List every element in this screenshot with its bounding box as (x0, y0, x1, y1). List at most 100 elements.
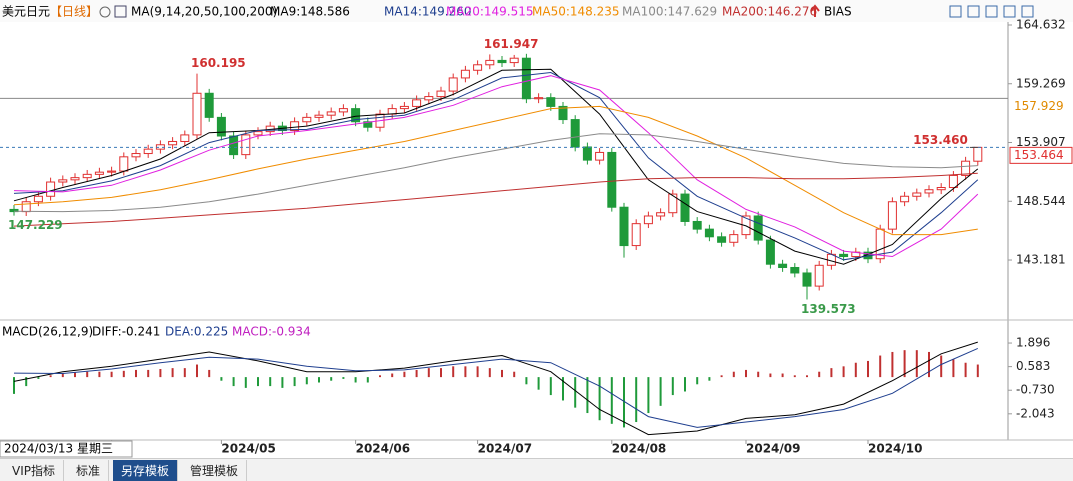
candle-body (912, 192, 922, 197)
candle-body (94, 171, 104, 175)
candle-body (790, 266, 800, 274)
candle-body (107, 170, 117, 173)
y-tick-label: 159.269 (1016, 76, 1066, 90)
x-tick-label: 2024/10 (868, 442, 922, 456)
candle-body (216, 116, 226, 137)
last-price-box (1009, 146, 1073, 164)
ma-line (13, 172, 978, 227)
candle-body (668, 193, 678, 214)
y-tick-label: -2.043 (1016, 406, 1055, 420)
candle-body (948, 174, 958, 189)
annotation: 139.573 (801, 302, 856, 316)
legend-entry: MA9:148.586 (270, 5, 350, 19)
tab[interactable]: VIP指标 (4, 459, 64, 481)
candle-body (82, 173, 92, 179)
bias-icon[interactable] (810, 4, 820, 17)
candle-body (143, 148, 153, 155)
candle-body (229, 135, 239, 156)
candle-body (887, 201, 897, 230)
candle-body (607, 151, 617, 208)
candle-body (558, 105, 568, 121)
y-tick-label: 0.583 (1016, 359, 1050, 373)
candle-body (326, 111, 336, 116)
tab[interactable]: 另存模板 (113, 459, 179, 481)
candle-body (680, 193, 690, 222)
candle-body (70, 177, 80, 181)
candle-body (58, 179, 68, 183)
candle-body (509, 57, 519, 64)
tab[interactable]: 管理模板 (182, 459, 248, 481)
candle-body (46, 181, 56, 197)
crosshair-date: 2024/03/13 星期三 (4, 442, 113, 456)
candle-body (399, 105, 409, 110)
candle-body (302, 116, 312, 123)
candle-body (168, 140, 178, 146)
x-tick-label: 2024/08 (612, 442, 666, 456)
candle-body (497, 59, 507, 64)
legend-entry: MACD:-0.934 (232, 325, 311, 339)
tab[interactable]: 标准 (68, 459, 110, 481)
candle-body (643, 215, 653, 225)
period[interactable]: 【日线】 (50, 5, 98, 19)
legend-entry: DIFF:-0.241 (92, 325, 160, 339)
indicator-name: MA(9,14,20,50,100,200) (131, 5, 277, 19)
y-tick-label: 143.181 (1016, 253, 1066, 267)
ma-line (13, 341, 978, 436)
candle-body (961, 160, 971, 176)
annotation: 147.229 (8, 218, 63, 232)
candle-body (765, 239, 775, 265)
symbol: 美元日元 (2, 5, 50, 19)
candle-body (241, 134, 251, 156)
y-tick-label: 164.632 (1016, 17, 1066, 31)
candle-body (253, 131, 263, 136)
candle-body (131, 153, 141, 158)
zoom-icon[interactable] (99, 6, 111, 18)
legend-entry: MA50:148.235 (532, 5, 620, 19)
annotation: 153.460 (913, 133, 968, 147)
candle-body (436, 90, 446, 98)
legend-entry: MA200:146.276 (722, 5, 817, 19)
candle-body (204, 92, 214, 118)
candle-body (704, 228, 714, 238)
candle-body (595, 151, 605, 161)
candle-body (619, 206, 629, 247)
candle-body (717, 236, 727, 243)
candle-body (192, 92, 202, 136)
bias-label[interactable]: BIAS (824, 5, 852, 19)
candle-body (692, 220, 702, 230)
annotation: 160.195 (191, 56, 246, 70)
candle-body (656, 212, 666, 217)
y-tick-label: 1.896 (1016, 336, 1050, 350)
y-tick-label: 148.544 (1016, 194, 1066, 208)
candle-body (814, 264, 824, 287)
candle-body (338, 108, 348, 113)
candle-body (936, 187, 946, 191)
candle-body (21, 201, 31, 213)
candle-body (119, 156, 129, 172)
window-icons[interactable] (949, 5, 1034, 18)
candle-body (473, 64, 483, 71)
candle-body (973, 146, 983, 162)
legend-entry: MA14:149.260 (384, 5, 472, 19)
reference-tag: 157.929 (1014, 99, 1064, 113)
candle-body (460, 69, 470, 79)
crosshair-date-box (0, 440, 133, 458)
candle-body (180, 134, 190, 142)
candle-body (290, 121, 300, 132)
ma-line (13, 105, 978, 236)
candle-body (570, 119, 580, 148)
ma-line (13, 133, 978, 213)
candle-body (753, 215, 763, 241)
candle-body (314, 114, 324, 118)
ma-line (13, 347, 979, 428)
candle-body (424, 96, 434, 101)
ma-line (13, 68, 979, 265)
legend-entry: MA20:149.515 (446, 5, 534, 19)
candle-body (33, 195, 43, 203)
tab-bar: VIP指标 标准 另存模板 管理模板 (0, 458, 1073, 481)
annotation: 161.947 (484, 37, 539, 51)
candle-body (534, 97, 544, 100)
legend-entry: DEA:0.225 (165, 325, 228, 339)
indicator-icon[interactable] (114, 5, 127, 18)
